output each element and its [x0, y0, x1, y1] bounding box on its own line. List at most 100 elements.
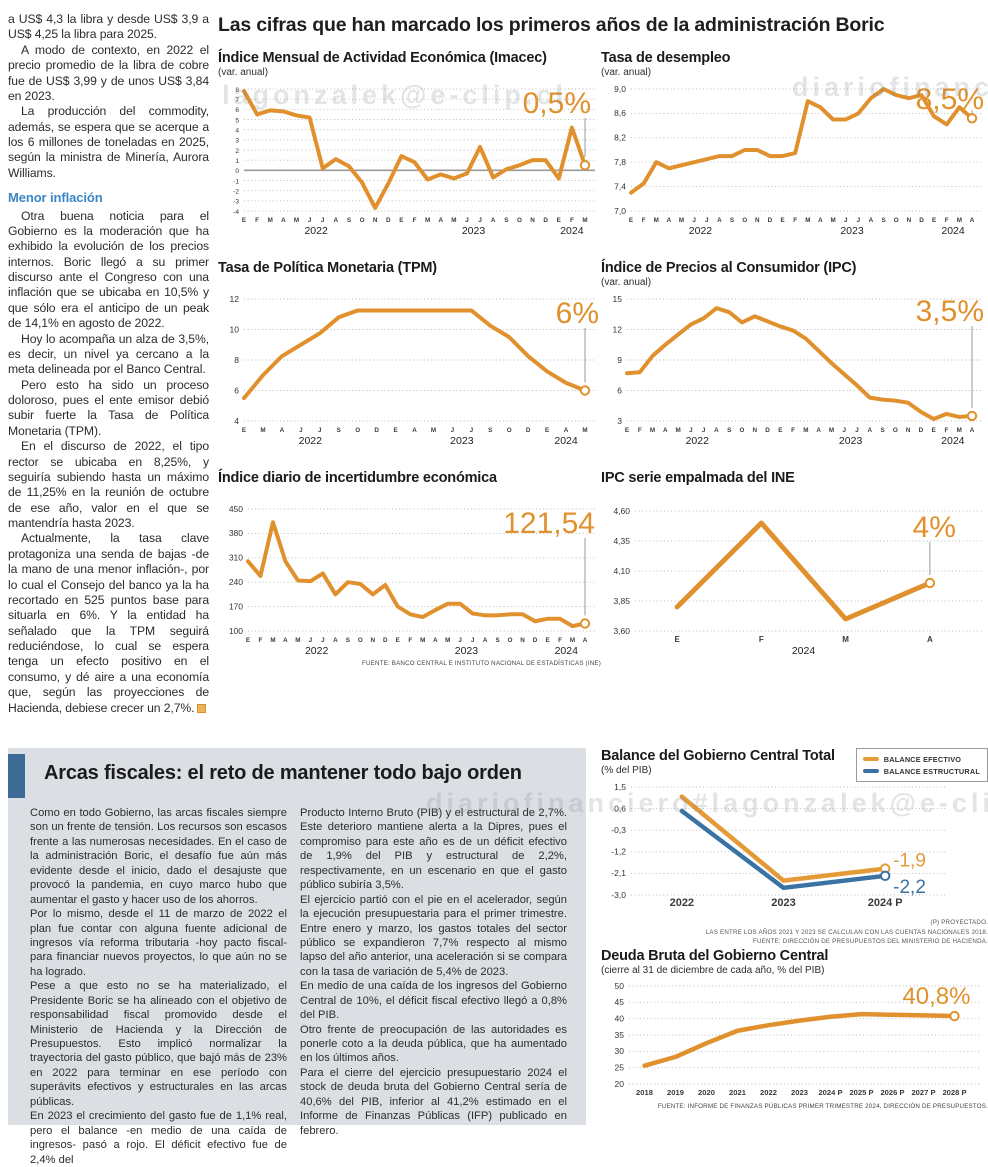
- svg-text:35: 35: [615, 1030, 625, 1040]
- svg-text:J: J: [470, 427, 474, 434]
- svg-text:D: D: [533, 637, 538, 644]
- svg-text:9,0: 9,0: [614, 84, 626, 94]
- svg-text:50: 50: [615, 981, 625, 991]
- svg-text:D: D: [526, 427, 531, 434]
- svg-text:A: A: [280, 427, 285, 434]
- svg-text:J: J: [321, 217, 325, 224]
- svg-text:M: M: [957, 217, 962, 224]
- tpm-line-chart: 4 6 8 10 12 E M A J J S O D E A M J J S O D E A M 2022 2023 2024 6%: [230, 294, 599, 447]
- svg-text:-3: -3: [233, 199, 239, 206]
- svg-text:F: F: [759, 635, 764, 644]
- svg-text:2019: 2019: [667, 1088, 684, 1097]
- fiscal-paragraph: Como en todo Gobierno, las arcas fiscale…: [30, 807, 287, 906]
- accent-bar: [8, 754, 25, 798]
- svg-text:A: A: [663, 427, 668, 434]
- svg-text:M: M: [803, 427, 808, 434]
- svg-text:2: 2: [235, 148, 239, 155]
- svg-text:-0,3: -0,3: [611, 825, 626, 835]
- fiscal-paragraph: El ejercicio partió con el pie en el ace…: [300, 893, 567, 978]
- svg-text:121,54: 121,54: [503, 507, 595, 540]
- svg-text:2024: 2024: [941, 225, 965, 237]
- fiscal-paragraph: Producto Interno Bruto (PIB) y el estruc…: [300, 807, 567, 892]
- svg-text:8,5%: 8,5%: [916, 83, 984, 116]
- svg-text:2021: 2021: [729, 1088, 747, 1097]
- svg-text:2022: 2022: [686, 435, 710, 447]
- svg-text:D: D: [765, 427, 770, 434]
- svg-text:N: N: [752, 427, 757, 434]
- svg-text:A: A: [869, 217, 874, 224]
- svg-text:F: F: [558, 637, 562, 644]
- svg-text:12: 12: [613, 324, 623, 334]
- svg-text:A: A: [281, 217, 286, 224]
- svg-text:E: E: [932, 427, 936, 434]
- svg-text:100: 100: [229, 626, 243, 636]
- svg-text:F: F: [255, 217, 259, 224]
- chart-subtitle: (% del PIB): [601, 765, 652, 776]
- svg-text:N: N: [373, 217, 378, 224]
- svg-text:2025 P: 2025 P: [849, 1088, 873, 1097]
- svg-text:N: N: [906, 427, 911, 434]
- svg-text:2023: 2023: [450, 435, 474, 447]
- svg-text:J: J: [692, 217, 696, 224]
- svg-text:2024: 2024: [560, 225, 584, 237]
- svg-text:F: F: [408, 637, 412, 644]
- svg-text:170: 170: [229, 601, 243, 611]
- svg-text:2022: 2022: [760, 1088, 777, 1097]
- svg-text:D: D: [383, 637, 388, 644]
- chart-subtitle: (var. anual): [601, 67, 652, 78]
- svg-text:E: E: [396, 637, 400, 644]
- svg-text:M: M: [650, 427, 655, 434]
- svg-text:12: 12: [230, 294, 240, 304]
- svg-text:N: N: [907, 217, 912, 224]
- fiscal-paragraph: En medio de una caída de los ingresos de…: [300, 980, 567, 1022]
- svg-text:310: 310: [229, 553, 243, 563]
- svg-text:40,8%: 40,8%: [902, 983, 970, 1010]
- svg-text:240: 240: [229, 577, 243, 587]
- chart-ipc-empalmada: IPC serie empalmada del INE 3,60 3,85 4,10…: [601, 470, 988, 657]
- svg-text:S: S: [881, 217, 885, 224]
- imacec-line-chart: -4 -3 -2 -1 0 1 2 3 4 5 6 7 8 E F M A M J J A S O N D E F M A M J J A S O N…: [233, 87, 595, 237]
- svg-text:D: D: [543, 217, 548, 224]
- article-paragraph: Hoy lo acompaña un alza de 3,5%, es deci…: [8, 331, 209, 377]
- svg-text:8,2: 8,2: [614, 133, 626, 143]
- svg-text:O: O: [507, 427, 512, 434]
- svg-text:J: J: [855, 427, 859, 434]
- svg-text:S: S: [347, 217, 351, 224]
- fiscal-paragraph: Para el cierre del ejercicio presupuesta…: [300, 1066, 567, 1137]
- svg-text:3: 3: [617, 416, 622, 426]
- svg-text:J: J: [689, 427, 693, 434]
- svg-text:O: O: [517, 217, 522, 224]
- svg-text:8,6: 8,6: [614, 108, 626, 118]
- svg-text:M: M: [957, 427, 962, 434]
- chart-subtitle: (var. anual): [601, 277, 652, 288]
- svg-text:J: J: [702, 427, 706, 434]
- page-title: Las cifras que han marcado los primeros …: [218, 14, 885, 36]
- svg-text:2023: 2023: [839, 435, 863, 447]
- article-paragraph: Otra buena noticia para el Gobierno es l…: [8, 208, 209, 331]
- svg-text:E: E: [674, 635, 680, 644]
- svg-text:A: A: [583, 637, 588, 644]
- svg-text:A: A: [483, 637, 488, 644]
- svg-text:9: 9: [617, 355, 622, 365]
- svg-text:A: A: [818, 217, 823, 224]
- chart-title: Índice Mensual de Actividad Económica (I…: [218, 50, 547, 66]
- chart-title: Índice de Precios al Consumidor (IPC): [601, 260, 857, 276]
- svg-text:A: A: [438, 217, 443, 224]
- svg-text:F: F: [259, 637, 263, 644]
- svg-text:6: 6: [617, 385, 622, 395]
- svg-text:S: S: [496, 637, 500, 644]
- svg-text:A: A: [333, 637, 338, 644]
- chart-legend: BALANCE EFECTIVO BALANCE ESTRUCTURAL: [855, 748, 988, 782]
- svg-text:2023: 2023: [455, 645, 479, 657]
- svg-text:7,4: 7,4: [614, 181, 626, 191]
- chart-incertidumbre: Índice diario de incertidumbre económica…: [218, 470, 601, 667]
- svg-text:E: E: [545, 637, 549, 644]
- svg-text:-2,1: -2,1: [611, 868, 626, 878]
- svg-text:M: M: [260, 427, 265, 434]
- svg-text:2024: 2024: [941, 435, 965, 447]
- svg-text:A: A: [433, 637, 438, 644]
- svg-text:3,85: 3,85: [613, 596, 630, 606]
- svg-text:M: M: [654, 217, 659, 224]
